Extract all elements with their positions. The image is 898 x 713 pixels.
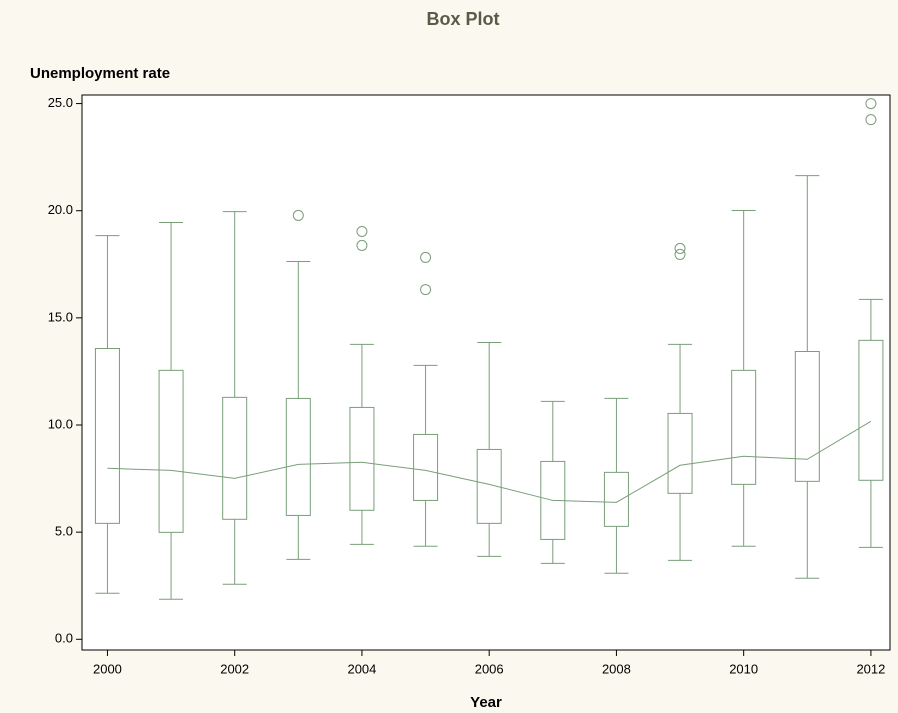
box (476, 448, 502, 524)
y-tick-label: 5.0 (55, 524, 73, 539)
x-tick-label: 2010 (729, 661, 758, 676)
outlier (356, 239, 368, 251)
box (285, 397, 311, 516)
y-tick-label: 20.0 (48, 202, 73, 217)
chart-title: Box Plot (426, 9, 499, 29)
plot-area (81, 94, 891, 651)
y-axis-title: Unemployment rate (30, 65, 170, 82)
box (222, 396, 248, 520)
outlier (292, 209, 304, 221)
x-tick-label: 2000 (93, 661, 122, 676)
box (667, 412, 693, 494)
outlier (420, 251, 432, 263)
box (603, 471, 629, 527)
outlier (674, 248, 686, 260)
mean-line (107, 420, 872, 503)
box (858, 339, 884, 481)
y-tick-label: 15.0 (48, 309, 73, 324)
box (731, 369, 757, 485)
x-tick-label: 2008 (602, 661, 631, 676)
box (158, 369, 184, 533)
x-tick-label: 2004 (347, 661, 376, 676)
y-tick-label: 25.0 (48, 95, 73, 110)
x-tick-label: 2012 (856, 661, 885, 676)
outlier (865, 114, 877, 126)
x-tick-label: 2006 (475, 661, 504, 676)
box (349, 406, 375, 511)
box (794, 351, 820, 482)
outlier (356, 226, 368, 237)
y-tick-label: 0.0 (55, 631, 73, 646)
y-tick-label: 10.0 (48, 416, 73, 431)
box (413, 433, 439, 501)
x-axis-title: Year (470, 694, 502, 711)
outlier (674, 242, 686, 254)
outlier (865, 98, 877, 110)
x-tick-label: 2002 (220, 661, 249, 676)
box (94, 348, 120, 524)
outlier (420, 284, 432, 296)
